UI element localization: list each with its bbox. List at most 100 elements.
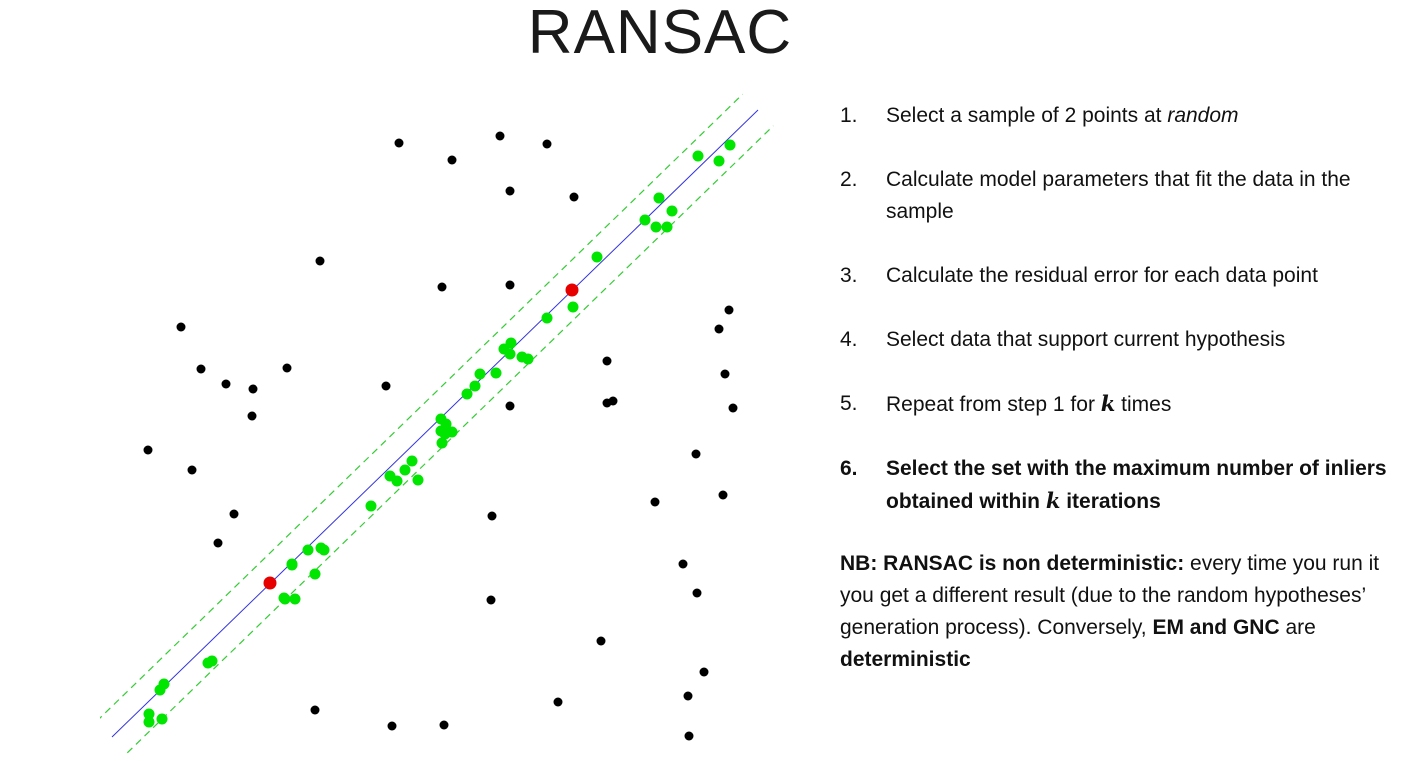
- step-text: Calculate model parameters that fit the …: [886, 168, 1351, 223]
- inlier-point: [309, 568, 321, 580]
- step-text: Calculate the residual error for each da…: [886, 264, 1318, 287]
- threshold-line-lower: [126, 125, 774, 754]
- outlier-point: [691, 449, 701, 459]
- outlier-point: [176, 322, 186, 332]
- variable-k: k: [1100, 391, 1116, 416]
- outlier-point: [683, 691, 693, 701]
- outlier-point: [724, 305, 734, 315]
- ransac-figure: [100, 93, 774, 754]
- step-number: 1.: [840, 104, 858, 127]
- outlier-point: [596, 636, 606, 646]
- outlier-point: [439, 720, 449, 730]
- inlier-point: [436, 437, 448, 449]
- step-text-tail: iterations: [1060, 490, 1161, 513]
- outlier-point: [692, 588, 702, 598]
- step-text: Repeat from step 1 for: [886, 393, 1101, 416]
- inlier-point: [399, 464, 411, 476]
- nb-note: NB: RANSAC is non deterministic: every t…: [840, 548, 1400, 676]
- inlier-point: [567, 301, 579, 313]
- note-bold-lead: NB: RANSAC is non deterministic:: [840, 552, 1185, 575]
- inlier-point: [650, 221, 662, 233]
- inlier-point: [202, 657, 214, 669]
- outlier-point: [505, 401, 515, 411]
- outlier-point: [678, 559, 688, 569]
- step-text-tail: times: [1115, 393, 1172, 416]
- outlier-point: [718, 490, 728, 500]
- outlier-point: [720, 369, 730, 379]
- step-number: 4.: [840, 328, 858, 351]
- inlier-point: [591, 251, 603, 263]
- outlier-point: [505, 186, 515, 196]
- step-6: 6. Select the set with the maximum numbe…: [838, 453, 1408, 518]
- outlier-point: [728, 403, 738, 413]
- inlier-point: [158, 678, 170, 690]
- inlier-point: [461, 388, 473, 400]
- outlier-point: [394, 138, 404, 148]
- inlier-point: [391, 475, 403, 487]
- inlier-point: [490, 367, 502, 379]
- sample-point: [565, 283, 579, 297]
- note-text: are: [1279, 616, 1316, 639]
- inlier-point: [469, 380, 481, 392]
- note-text: every time you run it you get a differen…: [840, 552, 1380, 639]
- inlier-point: [666, 205, 678, 217]
- step-text: Select a sample of 2 points at: [886, 104, 1168, 127]
- step-italic: random: [1167, 104, 1239, 127]
- outlier-point: [221, 379, 231, 389]
- inlier-point: [156, 713, 168, 725]
- outlier-point: [248, 384, 258, 394]
- variable-k: k: [1045, 488, 1061, 513]
- step-number: 3.: [840, 264, 858, 287]
- outlier-point: [542, 139, 552, 149]
- inlier-point: [143, 708, 155, 720]
- inlier-point: [318, 544, 330, 556]
- inlier-point: [412, 474, 424, 486]
- step-1: 1. Select a sample of 2 points at random: [838, 100, 1408, 132]
- step-number: 5.: [840, 392, 858, 415]
- fit-lines: [100, 93, 774, 754]
- inlier-point: [286, 558, 298, 570]
- outlier-point: [381, 381, 391, 391]
- threshold-line-upper: [100, 93, 744, 719]
- steps-list: 1. Select a sample of 2 points at random…: [838, 100, 1408, 550]
- inlier-point: [724, 139, 736, 151]
- outlier-points: [143, 131, 738, 741]
- outlier-point: [143, 445, 153, 455]
- outlier-point: [247, 411, 257, 421]
- outlier-point: [699, 667, 709, 677]
- inlier-point: [661, 221, 673, 233]
- outlier-point: [437, 282, 447, 292]
- note-bold-deterministic: deterministic: [840, 648, 971, 671]
- inlier-point: [143, 716, 155, 728]
- step-number: 6.: [840, 457, 858, 480]
- inlier-points: [143, 139, 736, 728]
- step-4: 4. Select data that support current hypo…: [838, 324, 1408, 356]
- outlier-point: [447, 155, 457, 165]
- outlier-point: [602, 356, 612, 366]
- inlier-point: [365, 500, 377, 512]
- outlier-point: [213, 538, 223, 548]
- inlier-point: [541, 312, 553, 324]
- step-2: 2. Calculate model parameters that fit t…: [838, 164, 1408, 228]
- outlier-point: [310, 705, 320, 715]
- step-5: 5. Repeat from step 1 for k times: [838, 388, 1408, 421]
- inlier-point: [713, 155, 725, 167]
- sample-point: [263, 576, 277, 590]
- outlier-point: [387, 721, 397, 731]
- inlier-point: [289, 593, 301, 605]
- outlier-point: [487, 511, 497, 521]
- outlier-point: [495, 131, 505, 141]
- outlier-point: [650, 497, 660, 507]
- outlier-point: [187, 465, 197, 475]
- inlier-point: [653, 192, 665, 204]
- outlier-point: [486, 595, 496, 605]
- inlier-point: [504, 348, 516, 360]
- note-bold-em-gnc: EM and GNC: [1152, 616, 1280, 639]
- outlier-point: [505, 280, 515, 290]
- inlier-point: [474, 368, 486, 380]
- outlier-point: [608, 396, 618, 406]
- outlier-point: [684, 731, 694, 741]
- step-text: Select the set with the maximum number o…: [886, 457, 1387, 513]
- sample-points: [263, 283, 579, 590]
- step-number: 2.: [840, 168, 858, 191]
